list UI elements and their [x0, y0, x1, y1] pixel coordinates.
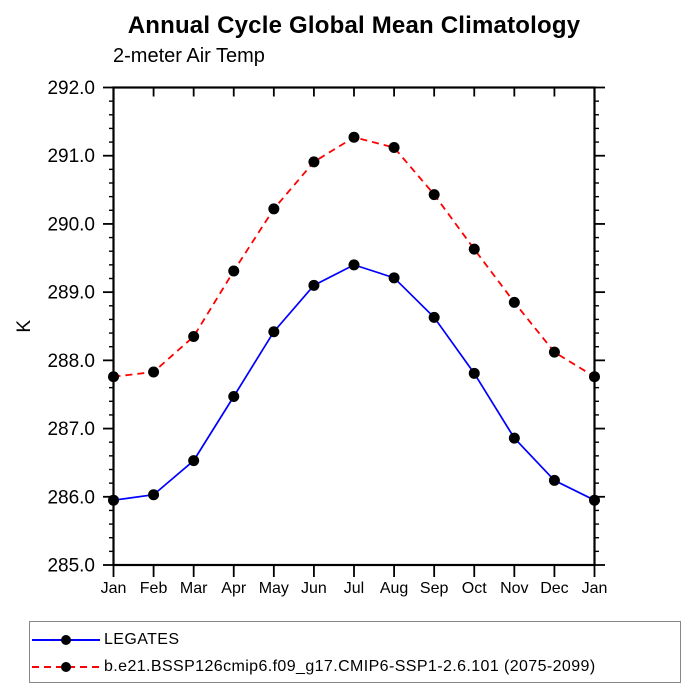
y-tick-label: 285.0 — [47, 556, 95, 577]
legend-sample-svg — [32, 634, 100, 645]
data-point-series-0 — [268, 326, 280, 338]
x-tick-label: Jan — [582, 580, 608, 597]
data-point-series-1 — [589, 371, 600, 383]
x-tick-label: Mar — [180, 580, 208, 597]
data-point-series-1 — [388, 142, 400, 154]
data-point-series-1 — [148, 366, 160, 378]
data-point-series-0 — [548, 474, 560, 486]
data-point-series-1 — [348, 131, 360, 143]
x-tick-label: Nov — [500, 580, 528, 597]
y-tick-label: 289.0 — [47, 283, 95, 304]
y-axis-label: K — [14, 320, 35, 333]
data-point-series-0 — [348, 259, 360, 271]
legend-line-sample-solid — [32, 633, 100, 647]
data-point-series-0 — [188, 455, 200, 467]
data-point-series-0 — [228, 391, 240, 403]
plot-box — [112, 86, 596, 567]
data-point-series-1 — [188, 330, 200, 342]
legend-sample-svg — [32, 661, 100, 672]
x-tick-label: May — [259, 580, 289, 597]
x-tick-label: Oct — [462, 580, 487, 597]
data-point-series-1 — [308, 156, 320, 168]
x-tick-label: Dec — [540, 580, 568, 597]
y-tick-label: 292.0 — [47, 78, 95, 99]
data-point-series-1 — [548, 346, 560, 358]
data-point-series-0 — [108, 494, 119, 506]
x-tick-label: Jun — [301, 580, 327, 597]
legend-item-model: b.e21.BSSP126cmip6.f09_g17.CMIP6-SSP1-2.… — [32, 653, 680, 680]
x-tick-label: Apr — [221, 580, 247, 597]
x-tick-label: Feb — [140, 580, 168, 597]
legend-label-legates: LEGATES — [104, 630, 180, 648]
legend-item-legates: LEGATES — [32, 626, 680, 653]
y-tick-label: 288.0 — [47, 351, 95, 372]
y-tick-label: 287.0 — [47, 419, 95, 440]
data-point-series-0 — [148, 489, 160, 501]
data-point-series-0 — [508, 432, 520, 444]
chart-subtitle: 2-meter Air Temp — [113, 45, 265, 67]
legend-sample-marker — [61, 661, 71, 672]
data-point-series-1 — [108, 371, 119, 383]
y-tick-label: 286.0 — [47, 487, 95, 508]
data-point-series-1 — [508, 296, 520, 308]
series-line-1 — [113, 136, 595, 378]
series-line-0 — [113, 263, 595, 502]
data-point-series-0 — [388, 272, 400, 284]
data-point-series-1 — [428, 189, 440, 201]
y-tick-label: 290.0 — [47, 214, 95, 235]
legend-box: LEGATES b.e21.BSSP126cmip6.f09_g17.CMIP6… — [29, 621, 681, 683]
x-tick-label: Aug — [380, 580, 408, 597]
x-tick-label: Jul — [344, 580, 364, 597]
data-point-series-0 — [589, 494, 600, 506]
legend-line-sample-dashed — [32, 660, 100, 674]
data-point-series-0 — [468, 367, 480, 379]
chart-title: Annual Cycle Global Mean Climatology — [127, 12, 581, 39]
x-tick-label: Jan — [101, 580, 127, 597]
y-tick-label: 291.0 — [47, 146, 95, 167]
legend-sample-marker — [61, 634, 71, 645]
x-tick-label: Sep — [420, 580, 449, 597]
data-point-series-1 — [228, 265, 240, 277]
legend-label-model: b.e21.BSSP126cmip6.f09_g17.CMIP6-SSP1-2.… — [104, 657, 596, 675]
data-point-series-0 — [428, 311, 440, 323]
data-point-series-1 — [468, 243, 480, 255]
data-point-series-1 — [268, 203, 280, 215]
data-point-series-0 — [308, 279, 320, 291]
